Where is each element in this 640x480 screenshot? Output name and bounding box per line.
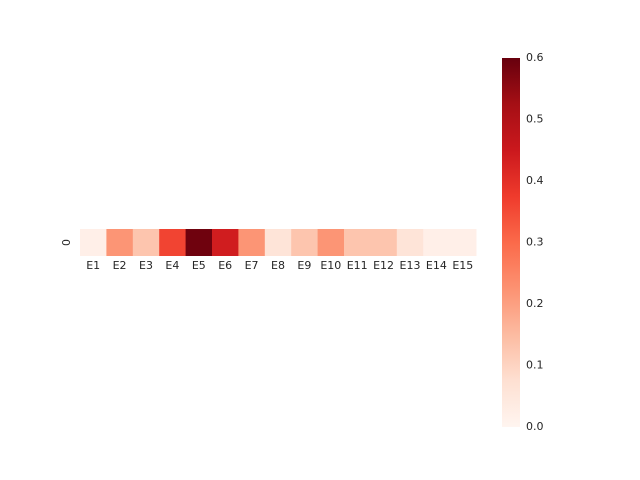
heatmap-cell — [370, 229, 398, 256]
heatmap-cell — [212, 229, 239, 256]
heatmap-cell — [185, 229, 213, 256]
heatmap-cell — [238, 229, 266, 256]
column-tick-label: E2 — [113, 259, 127, 272]
column-tick-label: E10 — [320, 259, 341, 272]
row-labels: 0 — [60, 239, 73, 246]
colorbar-tick-label: 0.2 — [526, 297, 544, 310]
column-tick-label: E14 — [426, 259, 447, 272]
colorbar-tick-label: 0.1 — [526, 359, 544, 372]
colorbar-tick-label: 0.5 — [526, 113, 544, 126]
heatmap-cell — [423, 229, 451, 256]
column-tick-label: E13 — [400, 259, 421, 272]
column-labels: E1 E2 E3 E4 E5 E6 E7 E8 E9 E10 E11 E12 E13 E14 E15 — [86, 259, 473, 272]
heatmap-cell — [396, 229, 424, 256]
heatmap-cell — [291, 229, 319, 256]
heatmap-cell — [449, 229, 477, 256]
column-tick-label: E8 — [271, 259, 285, 272]
colorbar-tick-label: 0.4 — [526, 174, 544, 187]
heatmap-cell — [159, 229, 187, 256]
column-tick-label: E7 — [245, 259, 259, 272]
column-tick-label: E15 — [452, 259, 473, 272]
heatmap-cell — [80, 229, 107, 256]
column-tick-label: E12 — [373, 259, 394, 272]
heatmap-cell — [317, 229, 345, 256]
colorbar-gradient — [502, 58, 520, 427]
colorbar-tick-label: 0.6 — [526, 51, 544, 64]
column-tick-label: E11 — [347, 259, 368, 272]
heatmap-cell — [106, 229, 134, 256]
colorbar-tick-labels: 0.0 0.1 0.2 0.3 0.4 0.5 0.6 — [526, 51, 544, 433]
column-tick-label: E5 — [192, 259, 206, 272]
column-tick-label: E1 — [86, 259, 100, 272]
colorbar — [502, 58, 520, 427]
row-tick-label: 0 — [60, 239, 73, 246]
colorbar-tick-label: 0.0 — [526, 420, 544, 433]
heatmap-cell — [132, 229, 160, 256]
heatmap-cells — [80, 229, 477, 256]
column-tick-label: E4 — [165, 259, 179, 272]
heatmap-cell — [344, 229, 371, 256]
heatmap-cell — [264, 229, 292, 256]
column-tick-label: E9 — [297, 259, 311, 272]
column-tick-label: E6 — [218, 259, 232, 272]
colorbar-tick-label: 0.3 — [526, 236, 544, 249]
column-tick-label: E3 — [139, 259, 153, 272]
